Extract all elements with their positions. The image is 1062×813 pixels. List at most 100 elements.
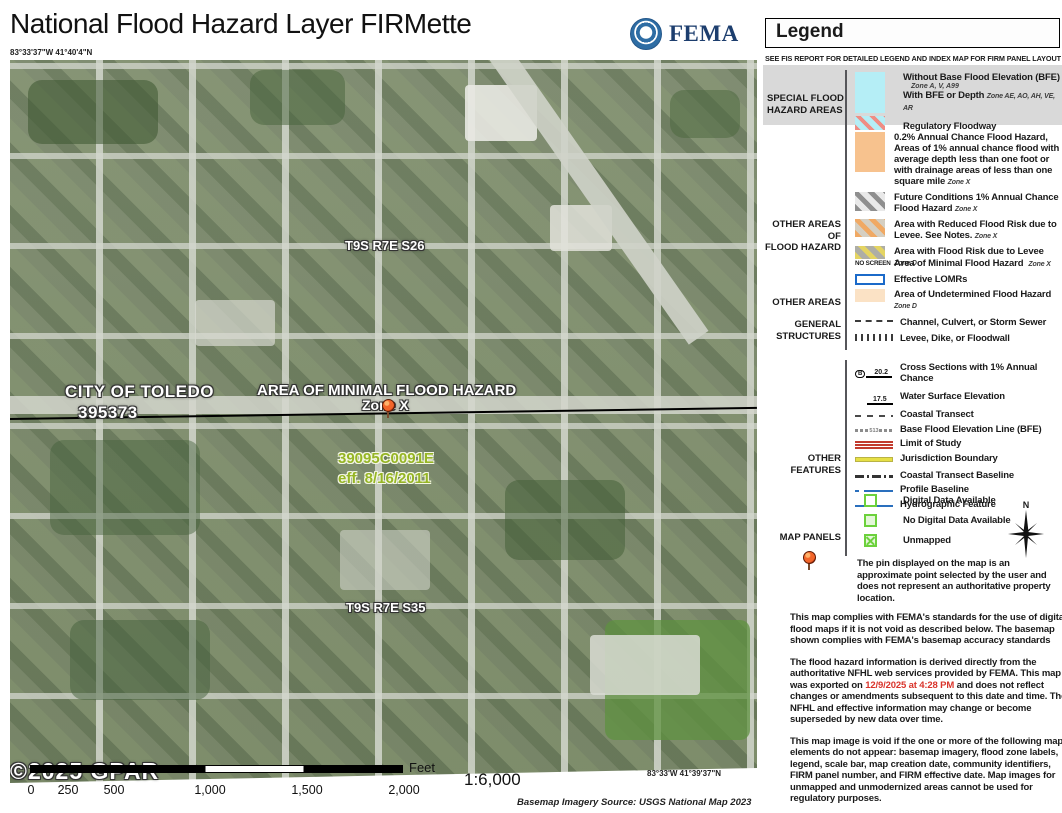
channel-line-glyph	[855, 320, 893, 322]
cross-section-glyph: B 20.2	[855, 369, 893, 378]
legend-title: Legend	[776, 21, 844, 42]
legend-entry: Area of Minimal Flood Hazard Zone X	[894, 258, 1051, 269]
export-timestamp: 12/9/2025 at 4:28 PM	[865, 679, 955, 691]
scale-tick: 1,500	[291, 783, 323, 797]
coastal-transect-baseline-glyph	[855, 475, 893, 478]
map-corner-coordinate-top-left: 83°33'37"W 41°40'4"N	[10, 48, 93, 57]
compass-rose-icon: N	[1004, 500, 1048, 563]
legend-section-other-flood: OTHER AREAS OF FLOOD HAZARD 0.2% Annual …	[763, 130, 1062, 275]
section-label: OTHER AREAS OF	[772, 219, 841, 242]
legend-entry: No Digital Data Available	[903, 515, 1011, 526]
note-standards: This map complies with FEMA's standards …	[790, 612, 1062, 646]
swatch-flood-risk-levee	[855, 246, 885, 259]
legend-pin-icon	[803, 551, 816, 571]
legend-panel: Legend SEE FIS REPORT FOR DETAILED LEGEN…	[763, 18, 1062, 813]
map-texture-blob	[50, 440, 200, 535]
no-screen-marker: NO SCREEN	[855, 260, 891, 267]
section-label: FLOOD HAZARD	[765, 242, 841, 253]
plss-label-north: T9S R7E S26	[345, 238, 425, 253]
legend-entry: Water Surface Elevation	[900, 391, 1005, 402]
no-digital-data-box-icon	[864, 514, 877, 527]
section-label: OTHER	[807, 453, 841, 464]
legend-entry: Jurisdiction Boundary	[900, 452, 998, 464]
legend-section-sfha: SPECIAL FLOOD HAZARD AREAS Without Base …	[763, 65, 1062, 134]
location-pin-icon	[382, 399, 395, 419]
plss-label-south: T9S R7E S35	[346, 600, 426, 615]
limit-of-study-glyph	[855, 441, 893, 449]
profile-baseline-glyph	[855, 489, 893, 493]
scale-unit-label: Feet	[409, 760, 436, 775]
dhs-seal-icon	[630, 18, 662, 50]
swatch-undetermined	[855, 289, 885, 302]
swatch-reduced-risk-levee	[855, 219, 885, 237]
legend-entry: Limit of Study	[900, 438, 962, 449]
map-texture-blob	[505, 480, 625, 560]
swatch-future-conditions	[855, 192, 885, 211]
map-corner-coordinate-bottom-right: 83°33'W 41°39'37"N	[647, 769, 722, 778]
legend-entry: 0.2% Annual Chance Flood Hazard, Areas o…	[894, 132, 1060, 187]
section-label: HAZARD AREAS	[767, 104, 843, 116]
map-scale-ratio: 1:6,000	[464, 770, 521, 789]
map-texture-blob	[28, 80, 158, 144]
legend-entry: Profile Baseline	[900, 484, 969, 495]
map-texture-blob	[340, 530, 430, 590]
map-texture-blob	[195, 300, 275, 346]
scale-tick: 2,000	[388, 783, 420, 797]
community-id-label: 395373	[78, 403, 138, 422]
swatch-regulatory-floodway	[855, 116, 885, 130]
legend-section-other-areas: OTHER AREAS NO SCREEN Area of Minimal Fl…	[763, 256, 1062, 318]
coastal-transect-glyph	[855, 414, 893, 418]
firm-panel-number-label: 39095C0091E	[338, 450, 434, 467]
note-export: The flood hazard information is derived …	[790, 656, 1062, 726]
map-texture-blob	[250, 70, 345, 125]
scale-bar	[30, 765, 403, 773]
community-name-label: CITY OF TOLEDO	[65, 382, 214, 401]
basemap-attribution: Basemap Imagery Source: USGS National Ma…	[517, 797, 752, 808]
page-title: National Flood Hazard Layer FIRMette	[10, 8, 472, 39]
minimal-flood-hazard-label: AREA OF MINIMAL FLOOD HAZARD	[257, 382, 517, 399]
levee-line-glyph	[855, 334, 893, 341]
flood-map: T9S R7E S26 CITY OF TOLEDO 395373 AREA O…	[10, 60, 757, 805]
section-label: SPECIAL FLOOD	[767, 93, 844, 104]
swatch-02pct	[855, 132, 885, 172]
legend-entry: Area with Flood Risk due to Levee Zone D	[894, 246, 1044, 267]
note-void: This map image is void if the one or mor…	[790, 735, 1062, 805]
fema-wordmark: FEMA	[669, 21, 739, 46]
legend-entry: Digital Data Available	[903, 495, 996, 506]
legend-entry: Area of Undetermined Flood Hazard Zone D	[894, 289, 1052, 310]
swatch-with-bfe	[855, 97, 885, 113]
legend-entry: Hydrographic Feature	[900, 498, 996, 510]
legend-section-other-features: OTHER FEATURES B 20.2 Cross Sections wit…	[763, 360, 1062, 515]
legend-entry: Coastal Transect Baseline	[900, 469, 1014, 481]
legend-entry: Area with Reduced Flood Risk due to Leve…	[894, 219, 1057, 241]
scale-tick: 250	[57, 783, 79, 797]
scale-tick: 1,000	[194, 783, 226, 797]
unmapped-box-icon	[864, 534, 877, 547]
section-label: GENERAL	[794, 319, 841, 330]
legend-entry: Levee, Dike, or Floodwall	[900, 333, 1010, 344]
legend-entry: Base Flood Elevation Line (BFE)	[900, 423, 1042, 435]
map-texture-blob	[670, 90, 740, 138]
legend-entry: Cross Sections with 1% Annual Chance	[900, 362, 1038, 384]
legend-entry: Future Conditions 1% Annual Chance Flood…	[894, 192, 1059, 214]
bfe-line-glyph: 513	[855, 428, 893, 434]
section-label: STRUCTURES	[776, 330, 841, 342]
section-label: FEATURES	[790, 464, 842, 476]
map-notes: This map complies with FEMA's standards …	[790, 612, 1062, 813]
legend-title-box: Legend	[765, 18, 1060, 48]
legend-section-map-panels: MAP PANELS Digital Data Available No Dig…	[763, 492, 1062, 558]
legend-entry: Coastal Transect	[900, 409, 974, 420]
legend-entry: With BFE or Depth Zone AE, AO, AH, VE, A…	[903, 90, 1055, 112]
legend-entry: Unmapped	[903, 535, 951, 546]
scale-tick: 0	[27, 783, 35, 797]
legend-entry: Regulatory Floodway	[903, 121, 997, 132]
map-texture-blob	[590, 635, 700, 695]
legend-subtitle: SEE FIS REPORT FOR DETAILED LEGEND AND I…	[765, 54, 1061, 63]
jurisdiction-boundary-glyph	[855, 457, 893, 462]
swatch-without-bfe	[855, 72, 885, 97]
firm-effective-date-label: eff. 8/16/2011	[338, 470, 431, 487]
map-texture-blob	[70, 620, 210, 700]
legend-section-general-structures: GENERAL STRUCTURES Channel, Culvert, or …	[763, 315, 1062, 350]
legend-entry: Channel, Culvert, or Storm Sewer	[900, 317, 1047, 328]
legend-zone: Zone A, V, A99	[911, 83, 959, 90]
